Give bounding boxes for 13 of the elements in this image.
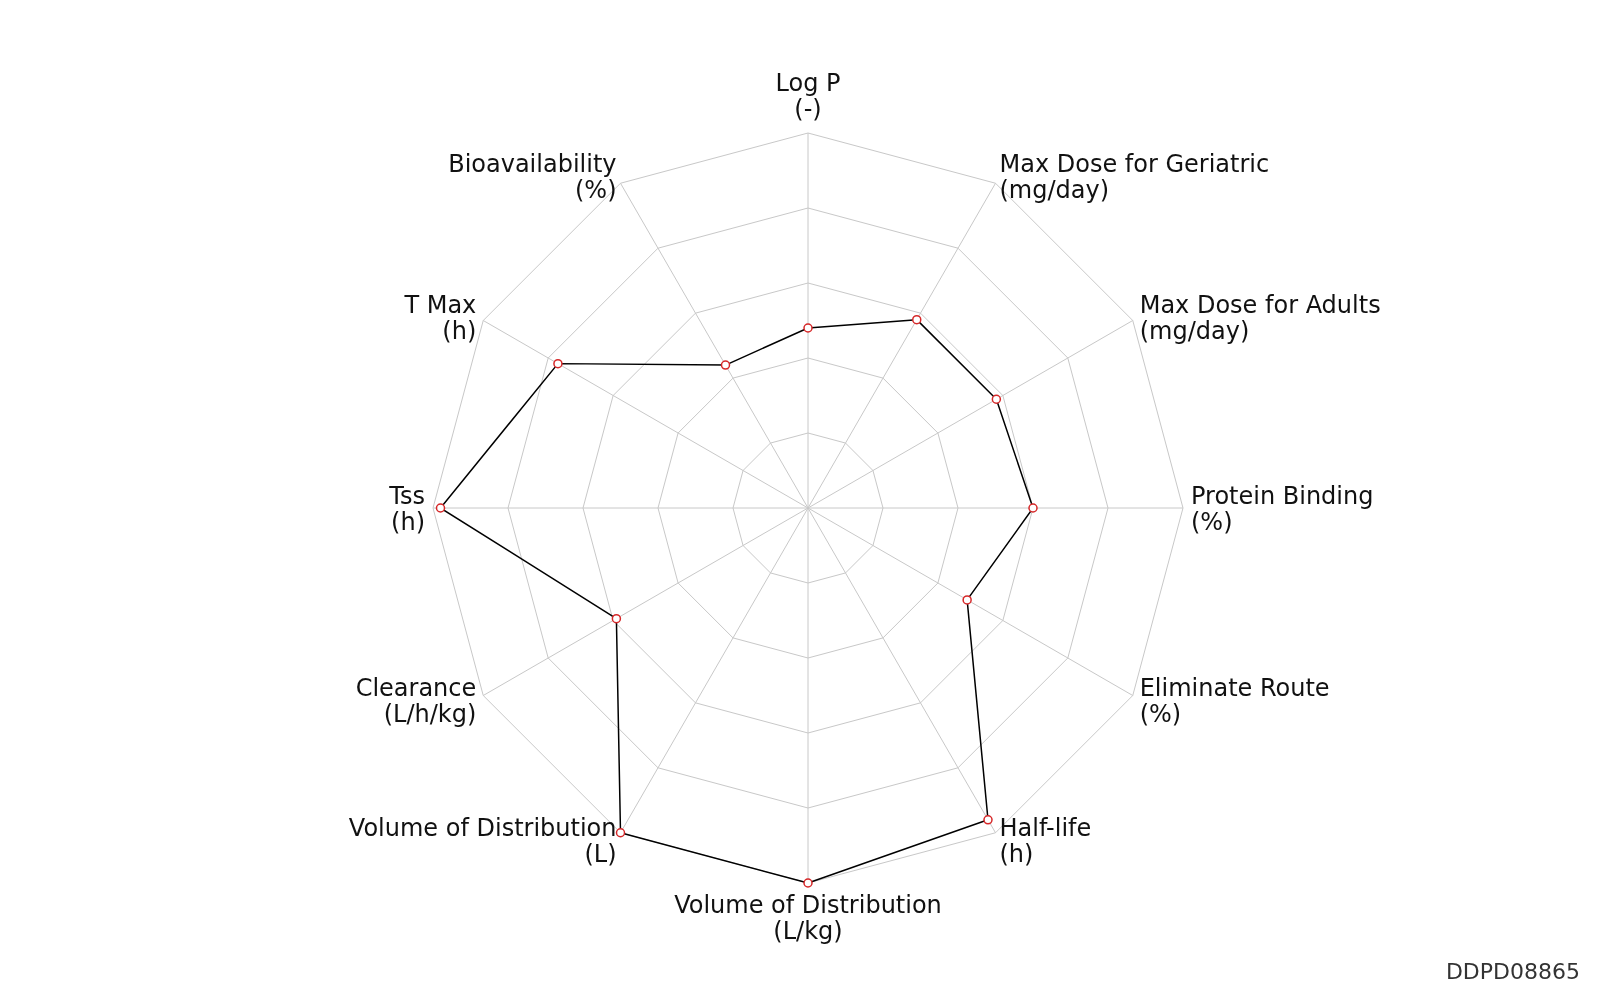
spoke-label: Clearance (L/h/kg)	[355, 673, 477, 728]
spoke-label: Max Dose for Geriatric (mg/day)	[999, 150, 1270, 205]
spoke-label: Log P (-)	[775, 69, 841, 123]
spoke-label: Half-life (h)	[999, 813, 1092, 868]
spoke-label: Max Dose for Adults (mg/day)	[1139, 290, 1381, 345]
spoke-label: Volume of Distribution (L/kg)	[674, 891, 942, 945]
spoke-label: T Max (h)	[403, 290, 477, 345]
text: DDPD08865	[1445, 959, 1580, 984]
spoke-label: Protein Binding (%)	[1191, 482, 1374, 536]
spoke-label: Eliminate Route (%)	[1139, 673, 1330, 728]
spoke-label: Tss (h)	[388, 482, 425, 536]
spoke-label: Volume of Distribution (L)	[348, 813, 617, 868]
spoke-label: Bioavailability (%)	[448, 150, 617, 205]
